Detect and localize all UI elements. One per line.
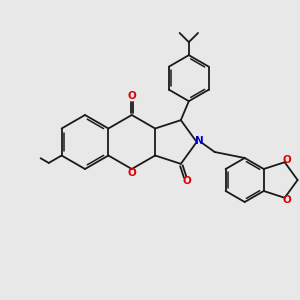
Text: O: O <box>128 168 136 178</box>
Text: O: O <box>282 155 291 165</box>
Text: O: O <box>182 176 191 186</box>
Text: O: O <box>128 91 136 101</box>
Text: N: N <box>195 136 204 146</box>
Text: O: O <box>282 195 291 205</box>
